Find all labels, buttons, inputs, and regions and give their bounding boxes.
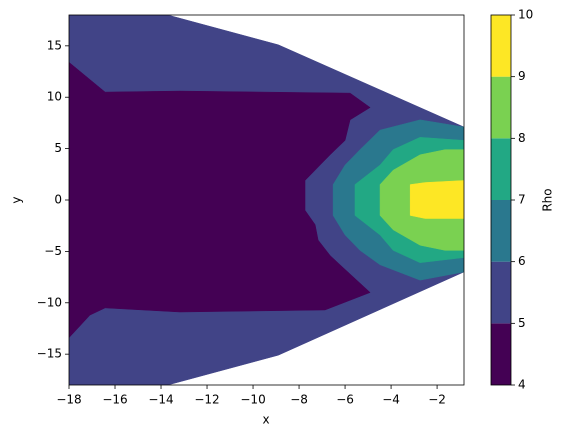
contour-region	[409, 180, 464, 219]
x-tick-label: −16	[102, 393, 127, 407]
colorbar-tick-label: 5	[518, 316, 526, 330]
colorbar-segment	[491, 200, 511, 262]
y-tick-label: 10	[47, 90, 62, 104]
x-tick-label: −12	[194, 393, 219, 407]
colorbar-segment	[491, 138, 511, 200]
colorbar-tick-label: 6	[518, 254, 526, 268]
x-tick-label: −18	[56, 393, 81, 407]
x-tick-label: −2	[428, 393, 446, 407]
y-tick-label: −15	[37, 347, 62, 361]
x-tick-label: −8	[290, 393, 308, 407]
y-tick-label: 5	[54, 141, 62, 155]
x-tick-label: −14	[148, 393, 173, 407]
y-tick-label: 15	[47, 38, 62, 52]
colorbar-tick-label: 4	[518, 378, 526, 392]
y-tick-label: −5	[44, 244, 62, 258]
colorbar-segment	[491, 15, 511, 77]
y-tick-label: −10	[37, 295, 62, 309]
x-axis-label: x	[262, 413, 269, 427]
x-tick-label: −4	[382, 393, 400, 407]
colorbar-segment	[491, 261, 511, 324]
colorbar-tick-label: 8	[518, 131, 526, 145]
plot-area	[69, 15, 464, 385]
colorbar-tick-label: 9	[518, 69, 526, 83]
colorbar-label: Rho	[541, 188, 555, 211]
x-tick-label: −6	[336, 393, 354, 407]
x-tick-label: −10	[240, 393, 265, 407]
colorbar-tick-label: 10	[518, 8, 533, 22]
colorbar-tick-label: 7	[518, 193, 526, 207]
colorbar-segment	[491, 323, 511, 385]
contour-region	[69, 61, 371, 339]
colorbar-segment	[491, 76, 511, 139]
y-tick-label: 0	[54, 193, 62, 207]
y-axis-label: y	[10, 196, 24, 203]
